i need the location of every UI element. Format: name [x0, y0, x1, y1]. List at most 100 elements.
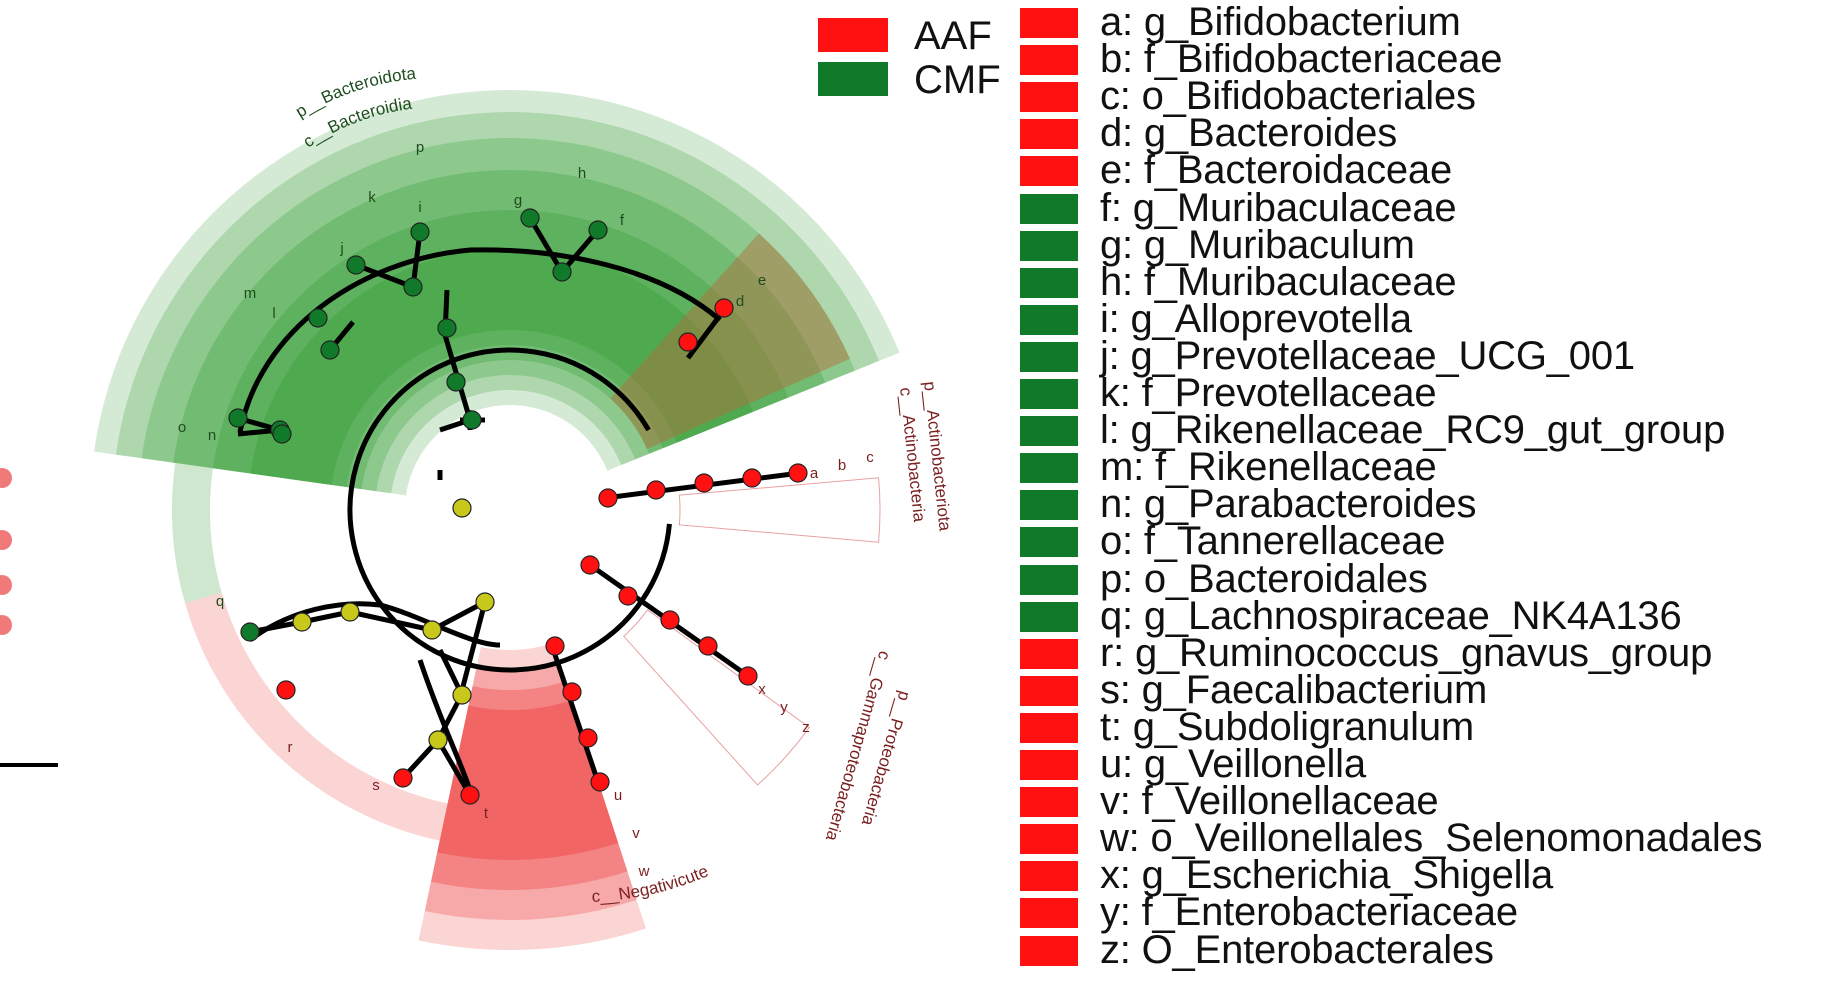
tree-node: [320, 340, 340, 360]
taxon-label: j: g_Prevotellaceae_UCG_001: [1100, 333, 1635, 378]
tree-branch: [457, 601, 488, 699]
green-strip-q: [172, 462, 222, 604]
taxa-legend-item: k: f_Prevotellaceae: [1020, 373, 1846, 416]
taxon-swatch: [1020, 898, 1078, 929]
sector-letter-b: b: [838, 457, 846, 474]
tree-node: [437, 318, 457, 338]
sector-letter-w: w: [638, 863, 650, 880]
taxon-label: c: o_Bifidobacteriales: [1100, 74, 1476, 119]
tree-node: [228, 408, 248, 428]
tree-node: [475, 592, 495, 612]
taxon-label: d: g_Bacteroides: [1100, 111, 1397, 156]
taxa-legend-item: a: g_Bifidobacterium: [1020, 2, 1846, 45]
sector-letter-i: i: [418, 199, 421, 216]
taxon-swatch: [1020, 304, 1078, 335]
firmicutes-arc-low: [417, 659, 473, 791]
taxon-swatch: [1020, 935, 1078, 966]
taxon-swatch: [1020, 379, 1078, 409]
negativicutes-band: [424, 662, 637, 920]
taxon-label: y: f_Enterobacteriaceae: [1100, 890, 1518, 935]
taxa-legend-item: n: g_Parabacteroides: [1020, 484, 1846, 527]
tree-node: [646, 480, 666, 500]
sector-letters: p h k i g f ml j o n ed a b c xyz u v w q r s t: [178, 139, 874, 880]
taxon-label: v: f_Veillonellaceae: [1100, 779, 1439, 824]
taxa-legend-item: s: g_Faecalibacterium: [1020, 670, 1846, 713]
taxa-legend-item: u: g_Veillonella: [1020, 744, 1846, 787]
taxa-legend-item: p: o_Bacteroidales: [1020, 559, 1846, 602]
sector-letter-n: n: [208, 427, 216, 444]
green-band-ring: [115, 111, 880, 494]
sector-letter-z: z: [802, 719, 810, 736]
taxa-legend-item: v: f_Veillonellaceae: [1020, 781, 1846, 824]
taxon-swatch: [1020, 416, 1078, 447]
taxa-legend-item: y: f_Enterobacteriaceae: [1020, 892, 1846, 935]
sector-letter-k: k: [368, 189, 376, 206]
tree-branch: [355, 262, 414, 290]
tree-node: [520, 208, 540, 228]
sector-letter-t: t: [484, 805, 489, 822]
tree-node: [403, 277, 423, 297]
legend-swatch: [818, 18, 888, 52]
root-ring: [347, 347, 672, 673]
tree-node: [552, 262, 572, 282]
left-edge-fragment: [0, 468, 58, 767]
green-band-ring: [250, 247, 753, 485]
tree-node: [460, 785, 480, 805]
taxa-legend-item: l: g_Rikenellaceae_RC9_gut_group: [1020, 410, 1846, 453]
taxon-label: w: o_Veillonellales_Selenomonadales: [1100, 816, 1763, 861]
taxa-legend-item: t: g_Subdoligranulum: [1020, 707, 1846, 750]
group-legend-item-cmf: CMF: [818, 60, 1028, 100]
actino-outline: [678, 477, 881, 543]
clade-highlight-bands: [94, 89, 900, 950]
tree-node: [452, 498, 472, 518]
sector-letter-s: s: [372, 777, 380, 794]
tree-node: [545, 636, 565, 656]
taxon-label: h: f_Muribaculaceae: [1100, 259, 1457, 304]
sector-letter-d: d: [736, 293, 744, 310]
taxon-swatch: [1020, 861, 1078, 892]
taxon-label: x: g_Escherichia_Shigella: [1100, 853, 1554, 898]
tree-branch: [527, 216, 565, 274]
tree-node: [292, 612, 312, 632]
tree-node: [590, 772, 610, 792]
taxon-swatch: [1020, 156, 1078, 187]
taxon-swatch: [1020, 8, 1078, 38]
group-legend-label: CMF: [914, 58, 1001, 102]
tree-node: [340, 602, 360, 622]
tree-node: [618, 586, 638, 606]
taxon-label: q: g_Lachnospiraceae_NK4A136: [1100, 593, 1682, 638]
taxon-label: t: g_Subdoligranulum: [1100, 704, 1475, 749]
pink-strip-rst: [185, 592, 448, 841]
group-legend-item-aaf: AAF: [818, 16, 1028, 56]
sector-letter-a: a: [810, 465, 819, 482]
taxon-swatch: [1020, 601, 1078, 632]
taxon-label: i: g_Alloprevotella: [1100, 296, 1412, 341]
firmicutes-arc-left: [248, 601, 381, 643]
taxon-label: f: g_Muribaculaceae: [1100, 185, 1457, 230]
tree-node: [678, 332, 698, 352]
taxon-label: b: f_Bifidobacteriaceae: [1100, 37, 1503, 82]
taxon-swatch: [1020, 564, 1078, 595]
green-band-ring: [94, 89, 900, 496]
tree-branch: [547, 639, 601, 783]
tree-node: [580, 555, 600, 575]
sector-letter-o: o: [178, 419, 186, 436]
sector-letter-r: r: [288, 739, 293, 756]
taxa-legend-item: o: f_Tannerellaceae: [1020, 521, 1846, 564]
tree-branch: [435, 738, 473, 797]
tree-node: [308, 308, 328, 328]
tree-node: [346, 255, 366, 275]
tree-node: [276, 680, 296, 700]
negativicutes-band: [418, 643, 646, 950]
taxon-swatch: [1020, 675, 1078, 706]
taxon-label: g: g_Muribaculum: [1100, 222, 1415, 267]
firmicutes-arc-mid: [379, 602, 501, 648]
tree-branch: [686, 308, 726, 360]
sector-letter-p: p: [416, 139, 424, 156]
sector-letter-u: u: [614, 787, 622, 804]
taxon-label: p: o_Bacteroidales: [1100, 556, 1428, 601]
taxon-label: r: g_Ruminococcus_gnavus_group: [1100, 630, 1713, 675]
taxon-label: l: g_Rikenellaceae_RC9_gut_group: [1100, 408, 1726, 453]
sector-letter-c: c: [866, 449, 874, 466]
